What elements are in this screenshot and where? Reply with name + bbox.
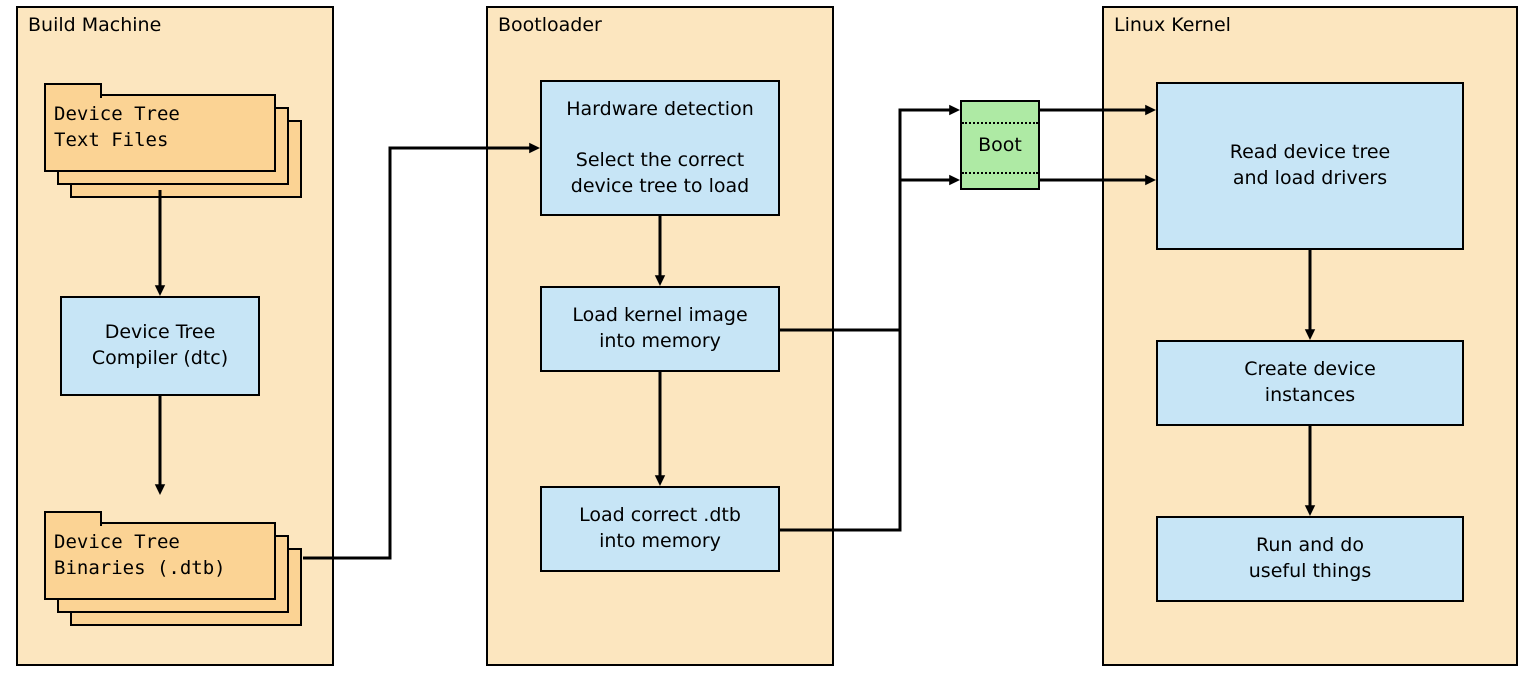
arrow-layer	[0, 0, 1536, 674]
